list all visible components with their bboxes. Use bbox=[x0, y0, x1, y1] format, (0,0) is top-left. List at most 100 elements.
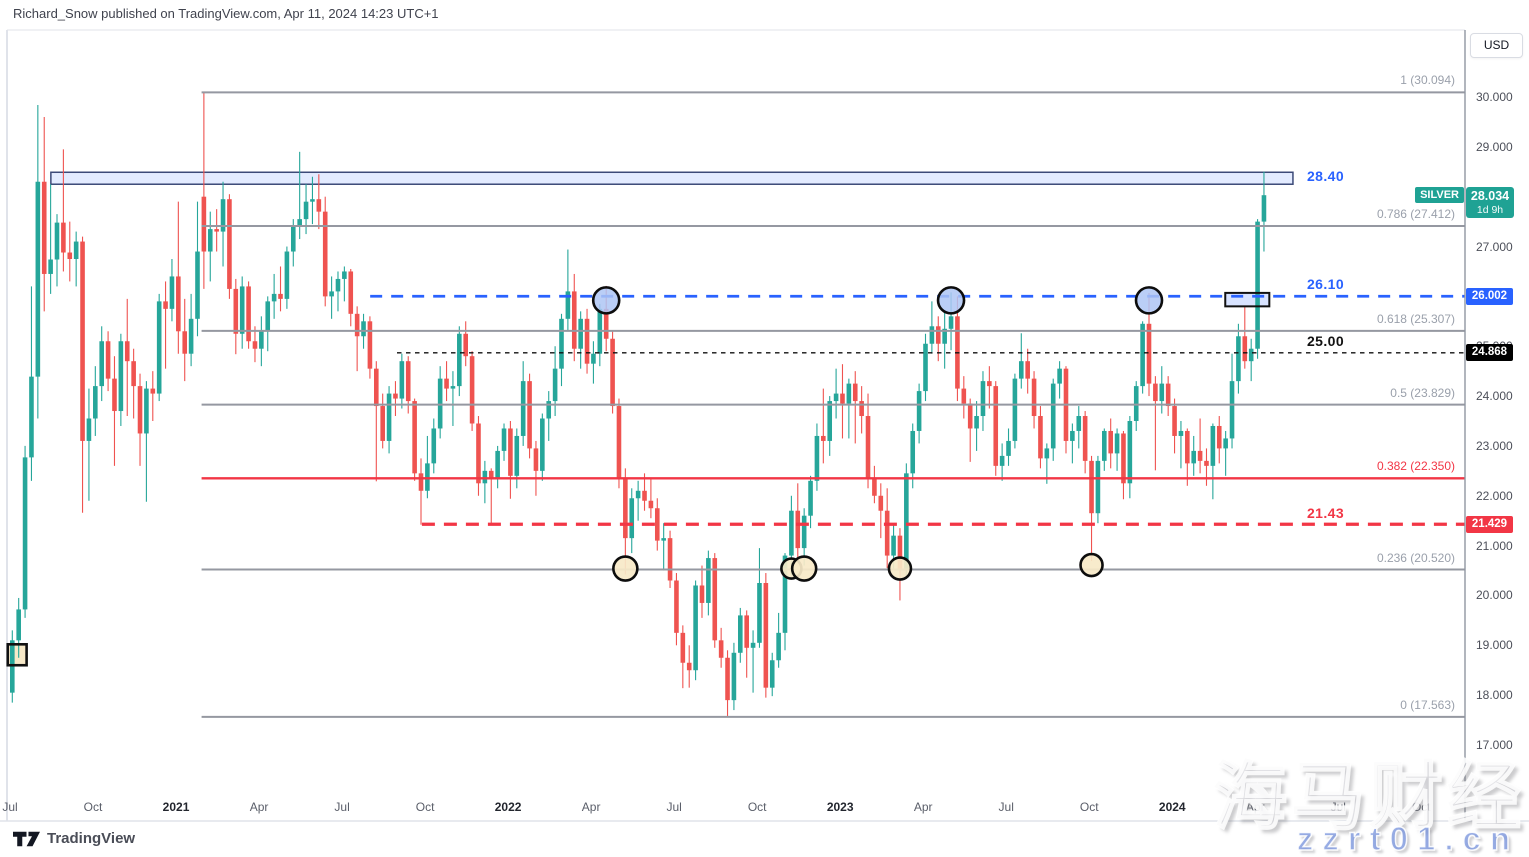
time-axis-month-label: Apr bbox=[581, 800, 601, 814]
published-title: Richard_Snow published on TradingView.co… bbox=[13, 6, 439, 21]
candle-body bbox=[1165, 383, 1171, 407]
candle-body bbox=[1044, 448, 1050, 459]
candle-body bbox=[278, 293, 283, 299]
time-axis-month-label: Oct bbox=[747, 800, 767, 814]
candle-body bbox=[1242, 336, 1248, 362]
tradingview-logo-link[interactable]: TradingView bbox=[13, 830, 135, 847]
candle-body bbox=[865, 416, 871, 479]
candle-body bbox=[259, 331, 264, 349]
price-tick-label: 17.000 bbox=[1476, 737, 1513, 752]
fib-level-label: 0.382 (22.350) bbox=[1376, 459, 1455, 474]
time-axis-month-label: Oct bbox=[1079, 800, 1099, 814]
candle-body bbox=[335, 278, 341, 292]
fib-level-label: 1 (30.094) bbox=[1400, 73, 1455, 88]
candle-body bbox=[744, 615, 749, 648]
candle-body bbox=[137, 386, 143, 434]
candle-body bbox=[290, 226, 296, 252]
red-dashed-line-label[interactable]: 21.43 bbox=[1307, 505, 1345, 521]
candle-body bbox=[252, 341, 258, 349]
candle-body bbox=[1025, 361, 1030, 379]
resistance-zone-rect[interactable] bbox=[50, 171, 1294, 185]
price-tick-label: 18.000 bbox=[1476, 688, 1513, 703]
candle-body bbox=[144, 388, 149, 434]
fib-level-label: 0 (17.563) bbox=[1400, 697, 1455, 712]
price-tick-label: 29.000 bbox=[1476, 139, 1513, 154]
candle-body bbox=[1223, 438, 1228, 449]
time-axis-month-label: Apr bbox=[913, 800, 933, 814]
candle-body bbox=[80, 241, 85, 441]
candle-body bbox=[163, 301, 168, 309]
breakout-box-border[interactable] bbox=[1224, 291, 1271, 308]
candle-body bbox=[1178, 430, 1184, 436]
candle-body bbox=[1095, 460, 1101, 514]
candle-body bbox=[840, 393, 845, 404]
candle-body bbox=[207, 229, 213, 252]
candle-body bbox=[1191, 450, 1197, 464]
candle-body bbox=[546, 401, 552, 419]
currency-toggle-button[interactable]: USD bbox=[1470, 33, 1523, 58]
candle-body bbox=[156, 301, 162, 394]
time-axis-month-label: Jul bbox=[334, 800, 350, 814]
candle-body bbox=[386, 393, 392, 441]
candle-body bbox=[374, 368, 379, 407]
candle-body bbox=[105, 341, 111, 379]
candle-body bbox=[916, 391, 922, 431]
candle-body bbox=[86, 418, 92, 441]
candle-body bbox=[1121, 433, 1126, 484]
entry-box-border[interactable] bbox=[6, 643, 28, 667]
candle-body bbox=[476, 423, 481, 484]
candle-body bbox=[699, 585, 705, 603]
price-badge-blue-line: 26.002 bbox=[1466, 288, 1513, 305]
candle-body bbox=[725, 657, 730, 701]
candle-body bbox=[354, 313, 360, 337]
candle-body bbox=[967, 403, 973, 429]
black-dashed-line-label[interactable]: 25.00 bbox=[1307, 333, 1345, 349]
candle-body bbox=[508, 428, 513, 476]
candle-body bbox=[1057, 368, 1062, 384]
candle-body bbox=[712, 558, 718, 641]
last-price-value: 28.034 bbox=[1470, 189, 1510, 203]
yellow-circle-marker[interactable] bbox=[1079, 552, 1104, 578]
blue-circle-marker[interactable] bbox=[1134, 286, 1164, 315]
candle-body bbox=[482, 470, 488, 484]
time-axis-year-label: 2022 bbox=[494, 800, 522, 814]
price-tick-label: 21.000 bbox=[1476, 538, 1513, 553]
blue-circle-marker[interactable] bbox=[591, 286, 621, 315]
candle-body bbox=[878, 495, 884, 511]
yellow-circle-marker[interactable] bbox=[887, 556, 913, 581]
candle-body bbox=[852, 383, 858, 402]
symbol-tag: SILVER bbox=[1415, 187, 1464, 203]
candle-body bbox=[904, 473, 909, 571]
yellow-circle-marker[interactable] bbox=[790, 555, 818, 582]
candle-body bbox=[935, 326, 941, 344]
time-axis-month-label: Jul bbox=[2, 800, 18, 814]
candle-body bbox=[233, 288, 239, 334]
blue-circle-marker[interactable] bbox=[936, 286, 966, 315]
candle-body bbox=[463, 333, 469, 357]
candle-body bbox=[1159, 383, 1165, 402]
candle-body bbox=[246, 286, 251, 342]
candle-body bbox=[214, 229, 219, 232]
time-axis-month-label: Jul bbox=[666, 800, 682, 814]
candle-body bbox=[380, 406, 385, 441]
candle-body bbox=[859, 401, 864, 417]
candle-body bbox=[1229, 381, 1235, 439]
price-tick-label: 19.000 bbox=[1476, 638, 1513, 653]
candle-body bbox=[469, 356, 475, 424]
resistance-zone-label[interactable]: 28.40 bbox=[1307, 168, 1345, 184]
candle-body bbox=[571, 291, 577, 349]
candle-body bbox=[738, 615, 743, 653]
candle-body bbox=[999, 455, 1005, 466]
yellow-circle-marker[interactable] bbox=[612, 555, 639, 582]
blue-dashed-line-label[interactable]: 26.10 bbox=[1307, 276, 1345, 292]
candle-body bbox=[112, 378, 117, 412]
candle-body bbox=[67, 252, 73, 259]
candle-body bbox=[821, 435, 826, 441]
candle-body bbox=[22, 457, 28, 610]
candle-body bbox=[220, 199, 226, 232]
price-badge-black-line: 24.868 bbox=[1466, 344, 1513, 361]
candle-body bbox=[227, 199, 232, 289]
candle-body bbox=[654, 508, 660, 541]
candle-body bbox=[846, 383, 852, 404]
